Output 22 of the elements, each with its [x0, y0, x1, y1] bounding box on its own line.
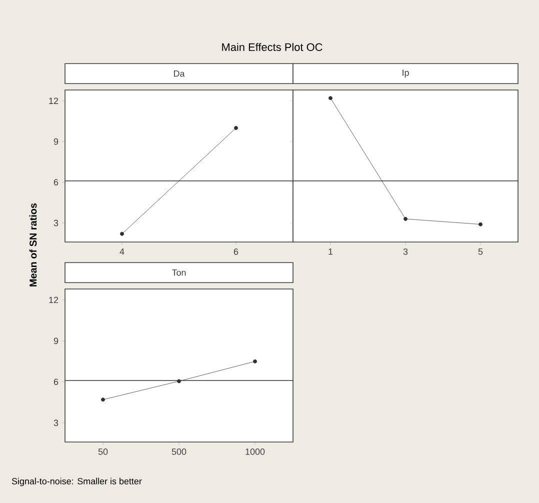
y-tick-label: 6 [54, 179, 58, 186]
y-axis-title: Mean of SN ratios [29, 203, 37, 286]
x-tick-label: 1000 [246, 448, 265, 455]
y-tick-label: 9 [54, 138, 58, 145]
y-tick-label: 3 [54, 420, 58, 426]
chart-title: Ip [402, 70, 409, 78]
text: Main Effects Plot OC [222, 42, 322, 52]
y-tick-label: 6 [54, 378, 58, 386]
text: Signal-to-noise: Smaller is better [12, 478, 142, 486]
x-tick-label: 6 [234, 248, 238, 255]
y-tick-label: 12 [49, 296, 58, 304]
chart-title: Da [174, 70, 185, 77]
chart-title: Ton [172, 269, 186, 276]
x-tick-label: 3 [403, 248, 408, 255]
x-tick-label: 5 [478, 248, 483, 255]
x-tick-label: 50 [98, 448, 108, 455]
x-tick-label: 4 [120, 248, 124, 255]
x-tick-label: 500 [172, 448, 186, 455]
y-tick-label: 9 [54, 338, 58, 344]
x-tick-label: 1 [328, 248, 333, 255]
y-tick-label: 3 [54, 220, 58, 226]
y-tick-label: 12 [49, 98, 58, 104]
